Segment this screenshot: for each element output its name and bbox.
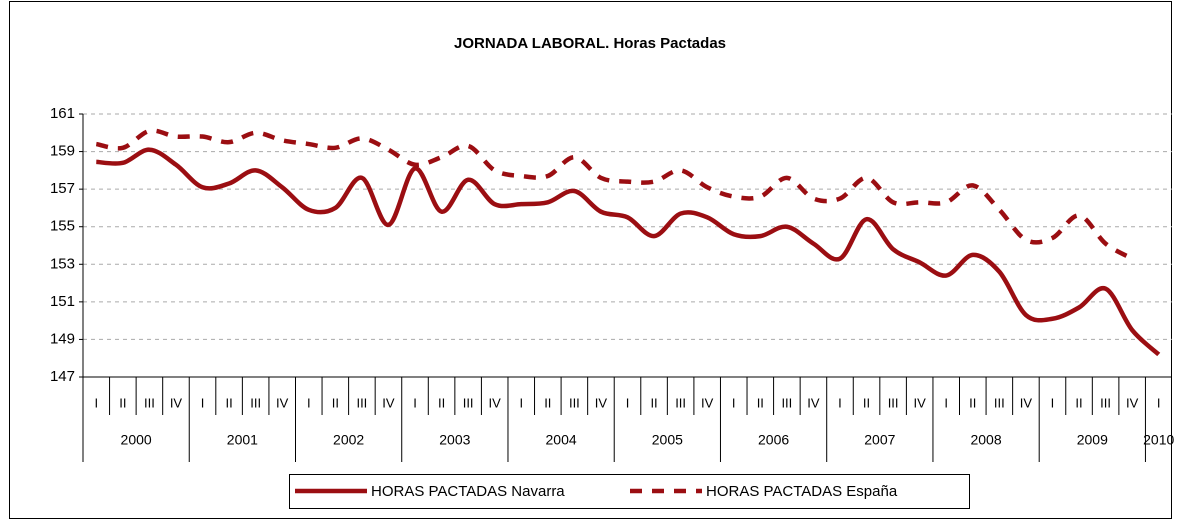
x-tick-label: II	[332, 395, 339, 410]
series-line	[95, 128, 1134, 261]
x-tick-label: I	[307, 395, 311, 410]
x-tick-label: IV	[1020, 395, 1033, 410]
x-tick-label: IV	[489, 395, 502, 410]
chart-border	[9, 1, 1172, 519]
y-tick-label: 149	[50, 330, 75, 347]
x-tick-label: IV	[595, 395, 608, 410]
x-tick-label: III	[1100, 395, 1111, 410]
x-tick-label: I	[519, 395, 523, 410]
x-tick-label: II	[969, 395, 976, 410]
y-tick-label: 151	[50, 293, 75, 310]
x-tick-label: III	[463, 395, 474, 410]
year-label: 2000	[121, 432, 152, 448]
year-label: 2005	[652, 432, 683, 448]
x-tick-label: III	[675, 395, 686, 410]
y-tick-label: 157	[50, 180, 75, 197]
legend	[289, 474, 970, 509]
x-tick-label: IV	[1126, 395, 1139, 410]
year-label: 2002	[333, 432, 364, 448]
year-label: 2006	[758, 432, 789, 448]
x-tick-label: II	[225, 395, 232, 410]
year-label: 2004	[546, 432, 577, 448]
year-label: 2008	[970, 432, 1001, 448]
legend-label: HORAS PACTADAS España	[706, 483, 898, 500]
x-tick-label: III	[250, 395, 261, 410]
x-tick-label: III	[144, 395, 155, 410]
chart-title: JORNADA LABORAL. Horas Pactadas	[454, 35, 726, 52]
x-tick-label: II	[757, 395, 764, 410]
x-tick-label: I	[201, 395, 205, 410]
y-tick-label: 147	[50, 368, 75, 385]
x-tick-label: I	[1051, 395, 1055, 410]
year-label: 2007	[864, 432, 895, 448]
year-label: 2003	[439, 432, 470, 448]
y-tick-label: 155	[50, 218, 75, 235]
x-tick-label: III	[781, 395, 792, 410]
x-tick-label: II	[544, 395, 551, 410]
x-tick-label: III	[356, 395, 367, 410]
x-tick-label: III	[994, 395, 1005, 410]
x-tick-label: I	[944, 395, 948, 410]
x-tick-label: IV	[701, 395, 714, 410]
legend-label: HORAS PACTADAS Navarra	[371, 483, 565, 500]
x-tick-label: II	[863, 395, 870, 410]
x-tick-label: I	[732, 395, 736, 410]
y-tick-label: 153	[50, 255, 75, 272]
year-label: 2009	[1077, 432, 1108, 448]
x-tick-label: I	[626, 395, 630, 410]
x-tick-label: I	[94, 395, 98, 410]
x-tick-label: IV	[170, 395, 183, 410]
y-tick-label: 159	[50, 143, 75, 160]
x-tick-label: II	[650, 395, 657, 410]
series-line	[96, 147, 1161, 357]
x-tick-label: I	[838, 395, 842, 410]
x-tick-label: II	[438, 395, 445, 410]
x-tick-label: II	[1075, 395, 1082, 410]
x-tick-label: III	[569, 395, 580, 410]
x-tick-label: II	[119, 395, 126, 410]
year-label: 2010	[1143, 432, 1174, 448]
x-tick-label: I	[413, 395, 417, 410]
year-label: 2001	[227, 432, 258, 448]
x-tick-label: IV	[276, 395, 289, 410]
x-tick-label: IV	[914, 395, 927, 410]
x-tick-label: IV	[382, 395, 395, 410]
x-tick-label: III	[888, 395, 899, 410]
y-tick-label: 161	[50, 105, 75, 122]
x-tick-label: I	[1157, 395, 1161, 410]
x-tick-label: IV	[807, 395, 820, 410]
